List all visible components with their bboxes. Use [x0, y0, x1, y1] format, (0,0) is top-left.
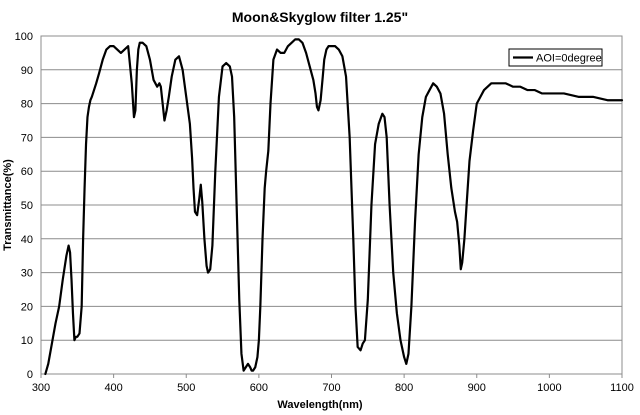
y-tick-label: 30: [21, 268, 33, 280]
y-axis-label: Transmittance(%): [2, 159, 14, 251]
y-tick-label: 90: [21, 65, 33, 77]
y-tick-label: 0: [27, 369, 33, 381]
y-tick-label: 70: [21, 132, 33, 144]
x-axis-ticks: 300 400 500 600 700 800 900 1000 1100: [32, 374, 634, 394]
x-tick-label: 800: [395, 382, 413, 394]
y-tick-label: 100: [15, 31, 33, 43]
y-tick-label: 80: [21, 99, 33, 111]
y-tick-label: 10: [21, 335, 33, 347]
x-tick-label: 1000: [537, 382, 561, 394]
y-axis-ticks: 0 10 20 30 40 50 60 70 80 90 100: [15, 31, 33, 381]
legend: AOI=0degree: [508, 48, 603, 67]
grid: [41, 69, 622, 341]
legend-box: [508, 48, 603, 67]
x-tick-label: 900: [468, 382, 486, 394]
y-tick-label: 50: [21, 200, 33, 212]
x-axis-label: Wavelength(nm): [277, 399, 362, 411]
y-tick-label: 60: [21, 166, 33, 178]
x-tick-label: 300: [32, 382, 50, 394]
legend-label: AOI=0degree: [536, 53, 602, 65]
x-tick-label: 700: [322, 382, 340, 394]
x-tick-label: 400: [104, 382, 122, 394]
x-tick-label: 500: [177, 382, 195, 394]
chart-title: Moon&Skyglow filter 1.25": [232, 9, 408, 25]
x-tick-label: 1100: [610, 382, 634, 394]
series-line-aoi-0: [44, 38, 624, 376]
y-tick-label: 40: [21, 234, 33, 246]
x-tick-label: 600: [250, 382, 268, 394]
y-tick-label: 20: [21, 301, 33, 313]
